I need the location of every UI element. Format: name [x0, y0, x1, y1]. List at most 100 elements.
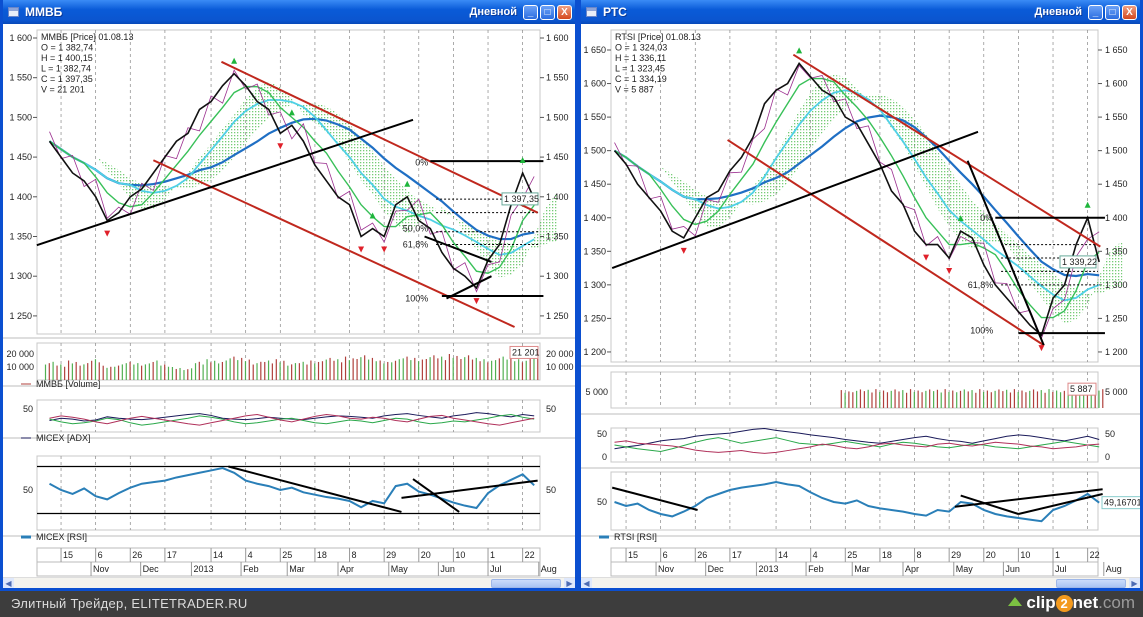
month-label: Aug: [541, 564, 557, 574]
window-title: РТС: [603, 5, 627, 19]
title-bar[interactable]: ММВБ Дневной _ □ X: [3, 0, 575, 24]
ohlc-info-line: V = 21 201: [41, 85, 85, 95]
trendline: [446, 275, 492, 300]
adx-line-adx: [614, 427, 1100, 450]
trendline: [611, 130, 979, 270]
price-tick-label: 1 550: [9, 73, 32, 83]
price-tick-label: 1 600: [9, 33, 32, 43]
logo-text: clip: [1026, 593, 1056, 612]
day-label: 6: [663, 550, 668, 560]
window-title: ММВБ: [25, 5, 63, 19]
volume-tag: [509, 345, 539, 359]
rsi-tag: [1101, 496, 1140, 510]
day-label: 17: [167, 550, 177, 560]
price-tick-label: 1 400: [1105, 213, 1128, 223]
maximize-button[interactable]: □: [1105, 4, 1120, 20]
chart-area[interactable]: 1 600 1 600 1 550 1 550 1 500 1 500 1 450 1 450…: [3, 24, 575, 588]
volume-tick-label: 10 000: [6, 362, 34, 372]
fibonacci-label: 61,8%: [968, 280, 994, 290]
volume-panel: [610, 371, 1099, 409]
scroll-left-icon[interactable]: ◀: [581, 578, 592, 588]
ohlc-info-line: L = 1 382,74: [41, 64, 91, 74]
rsi-line: [49, 467, 535, 510]
scroll-thumb[interactable]: [1056, 579, 1126, 588]
day-label: 6: [98, 550, 103, 560]
fractal-up-icon: [369, 212, 376, 219]
volume-panel: [36, 342, 541, 381]
minimize-button[interactable]: _: [523, 4, 538, 20]
price-tick-label: 1 400: [583, 213, 606, 223]
fibonacci-label: 0%: [980, 213, 993, 223]
scroll-left-icon[interactable]: ◀: [3, 578, 14, 588]
price-tick-label: 1 450: [583, 179, 606, 189]
timeframe-label[interactable]: Дневной: [469, 6, 518, 18]
scroll-right-icon[interactable]: ▶: [1129, 578, 1140, 588]
chart-window-icon: [8, 7, 19, 17]
rsi-tick-label: 50: [597, 497, 607, 507]
rsi-trendline: [412, 478, 460, 513]
month-label: Apr: [905, 564, 919, 574]
fractal-up-icon: [519, 156, 526, 163]
volume-tag-value: 5 887: [1070, 384, 1093, 394]
ohlc-info-line: ММВБ [Price] 01.08.13: [41, 32, 133, 42]
day-label: 1: [1055, 550, 1060, 560]
day-label: 4: [248, 550, 253, 560]
price-tick-label: 1 300: [546, 271, 569, 281]
price-line: [613, 62, 1100, 337]
day-label: 15: [63, 550, 73, 560]
trendline: [221, 60, 539, 214]
fractal-up-icon: [1084, 201, 1091, 208]
day-label: 18: [317, 550, 327, 560]
price-tick-label: 1 350: [546, 232, 569, 242]
day-label: 8: [352, 550, 357, 560]
adx-tick-label: 50: [546, 404, 556, 414]
short-moving-average-line: [614, 77, 1100, 319]
close-button[interactable]: X: [1122, 4, 1137, 20]
maximize-button[interactable]: □: [540, 4, 555, 20]
fractal-up-icon: [231, 57, 238, 64]
fractal-up-icon: [796, 47, 803, 54]
month-label: Nov: [93, 564, 110, 574]
volume-legend-label: ММВБ [Volume]: [36, 379, 100, 389]
price-tick-label: 1 600: [1105, 79, 1128, 89]
fractal-down-icon: [680, 247, 687, 254]
price-tick-label: 1 450: [546, 152, 569, 162]
rsi-tag-value: 49,167012: [1104, 498, 1140, 508]
price-tick-label: 1 200: [1105, 347, 1128, 357]
price-tick-label: 1 450: [1105, 179, 1128, 189]
fractal-down-icon: [277, 143, 284, 150]
last-price-value: 1 339,22: [1062, 257, 1097, 267]
rts-chart-window: РТС Дневной _ □ X 1 650 1 650 1 600 1 600 1 …: [578, 0, 1143, 591]
timeframe-label[interactable]: Дневной: [1034, 6, 1083, 18]
price-tick-label: 1 200: [583, 347, 606, 357]
day-label: 17: [732, 550, 742, 560]
adx-tick-label: 0: [1105, 452, 1110, 462]
adx-tick-label: 50: [597, 429, 607, 439]
price-line: [48, 72, 535, 290]
envelope-line: [614, 64, 1100, 340]
logo-text: net: [1072, 593, 1099, 612]
fractal-up-icon: [404, 180, 411, 187]
micex-chart-window: ММВБ Дневной _ □ X 1 600 1 600 1 550 1 550 1…: [0, 0, 578, 591]
watermark-text: Элитный Трейдер, ELITETRADER.RU: [11, 596, 248, 611]
adx-line-+di: [614, 437, 1100, 452]
horizontal-scrollbar[interactable]: ◀ ▶: [581, 577, 1140, 588]
title-bar[interactable]: РТС Дневной _ □ X: [581, 0, 1140, 24]
horizontal-scrollbar[interactable]: ◀ ▶: [3, 577, 575, 588]
scroll-thumb[interactable]: [491, 579, 561, 588]
month-label: Feb: [243, 564, 259, 574]
rsi-tick-label: 50: [23, 485, 33, 495]
scroll-right-icon[interactable]: ▶: [564, 578, 575, 588]
month-label: Mar: [289, 564, 305, 574]
chart-area[interactable]: 1 650 1 650 1 600 1 600 1 550 1 550 1 500 1 500…: [581, 24, 1140, 588]
ohlc-info-line: V = 5 887: [615, 85, 654, 95]
ohlc-info-line: C = 1 334,19: [615, 74, 667, 84]
fractal-down-icon: [946, 268, 953, 275]
price-tick-label: 1 550: [1105, 112, 1128, 122]
trendline: [727, 139, 1045, 347]
close-button[interactable]: X: [557, 4, 572, 20]
price-tick-label: 1 250: [9, 311, 32, 321]
minimize-button[interactable]: _: [1088, 4, 1103, 20]
